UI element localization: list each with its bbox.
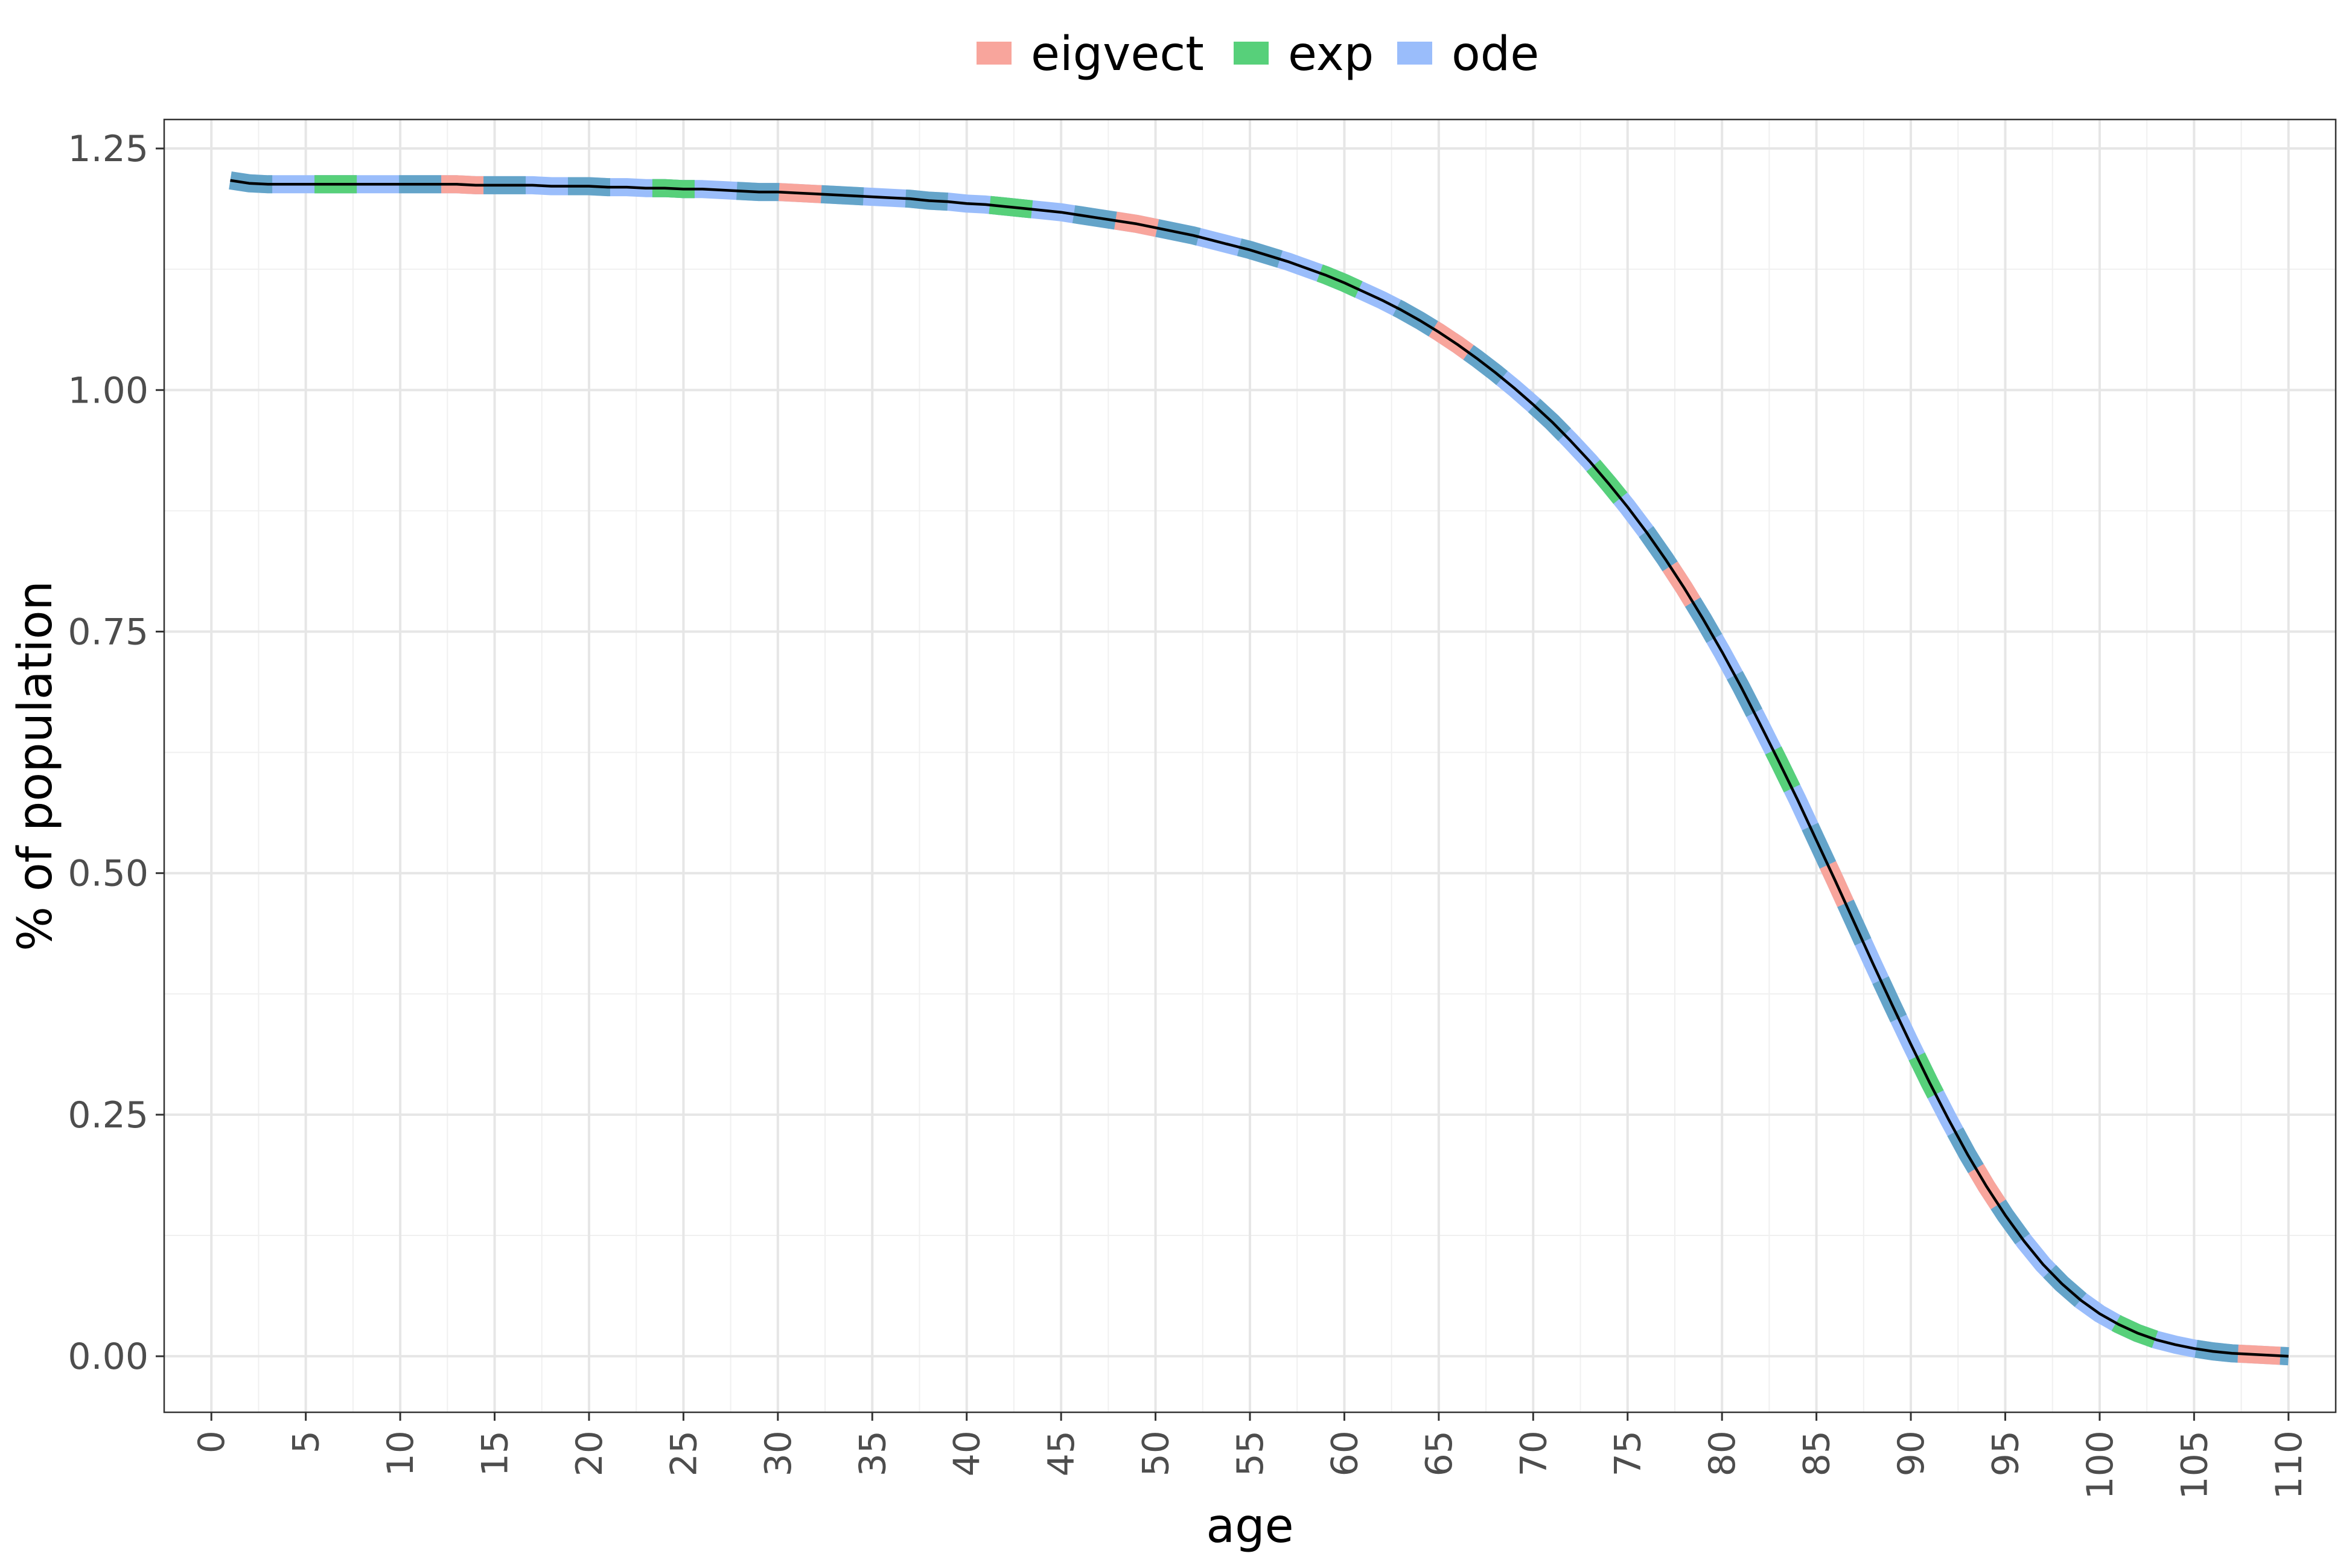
series-lines <box>229 171 2289 1366</box>
x-tick-label: 60 <box>1324 1430 1366 1476</box>
x-tick-label: 20 <box>569 1430 611 1476</box>
x-axis-tick-labels: 0 5 10 15 20 25 30 35 40 45 50 55 60 65 70 75 80 85 90 95 10… <box>191 1430 2310 1500</box>
x-tick-label: 90 <box>1890 1430 1933 1476</box>
x-axis-title: age <box>1206 1499 1293 1554</box>
legend-key-ode <box>1397 42 1432 65</box>
y-axis-tick-labels: 0.00 0.25 0.50 0.75 1.00 1.25 <box>68 128 148 1378</box>
x-tick-label: 55 <box>1229 1430 1272 1476</box>
x-tick-label: 110 <box>2268 1430 2310 1500</box>
y-tick-label: 0.00 <box>68 1336 148 1378</box>
x-tick-label: 80 <box>1701 1430 1744 1476</box>
x-tick-label: 5 <box>285 1430 328 1453</box>
x-tick-label: 45 <box>1041 1430 1083 1476</box>
y-tick-label: 0.75 <box>68 611 148 653</box>
x-tick-label: 10 <box>380 1430 422 1476</box>
x-tick-label: 25 <box>663 1430 705 1476</box>
x-tick-label: 65 <box>1418 1430 1461 1476</box>
y-tick-label: 1.00 <box>68 369 148 412</box>
y-tick-label: 1.25 <box>68 128 148 170</box>
major-gridlines <box>164 120 2336 1412</box>
legend-label-eigvect: eigvect <box>1031 27 1204 81</box>
x-tick-label: 95 <box>1984 1430 2027 1476</box>
x-tick-label: 50 <box>1135 1430 1178 1476</box>
legend-label-ode: ode <box>1452 27 1539 81</box>
x-tick-label: 35 <box>852 1430 894 1476</box>
x-tick-label: 75 <box>1607 1430 1649 1476</box>
x-tick-label: 105 <box>2173 1430 2216 1500</box>
reference-line-black <box>230 179 2289 1358</box>
legend-label-exp: exp <box>1288 27 1374 81</box>
y-axis-title: % of population <box>8 581 63 951</box>
x-tick-label: 85 <box>1796 1430 1838 1476</box>
x-tick-label: 100 <box>2079 1430 2121 1500</box>
y-tick-label: 0.50 <box>68 853 148 895</box>
x-tick-label: 30 <box>757 1430 800 1476</box>
legend: eigvect exp ode <box>977 27 1539 81</box>
x-tick-label: 15 <box>474 1430 517 1476</box>
legend-key-eigvect <box>977 42 1012 65</box>
x-tick-label: 70 <box>1512 1430 1555 1476</box>
y-tick-label: 0.25 <box>68 1094 148 1136</box>
axis-ticks <box>156 147 2290 1421</box>
x-tick-label: 0 <box>191 1430 233 1453</box>
x-tick-label: 40 <box>946 1430 989 1476</box>
legend-key-exp <box>1234 42 1269 65</box>
